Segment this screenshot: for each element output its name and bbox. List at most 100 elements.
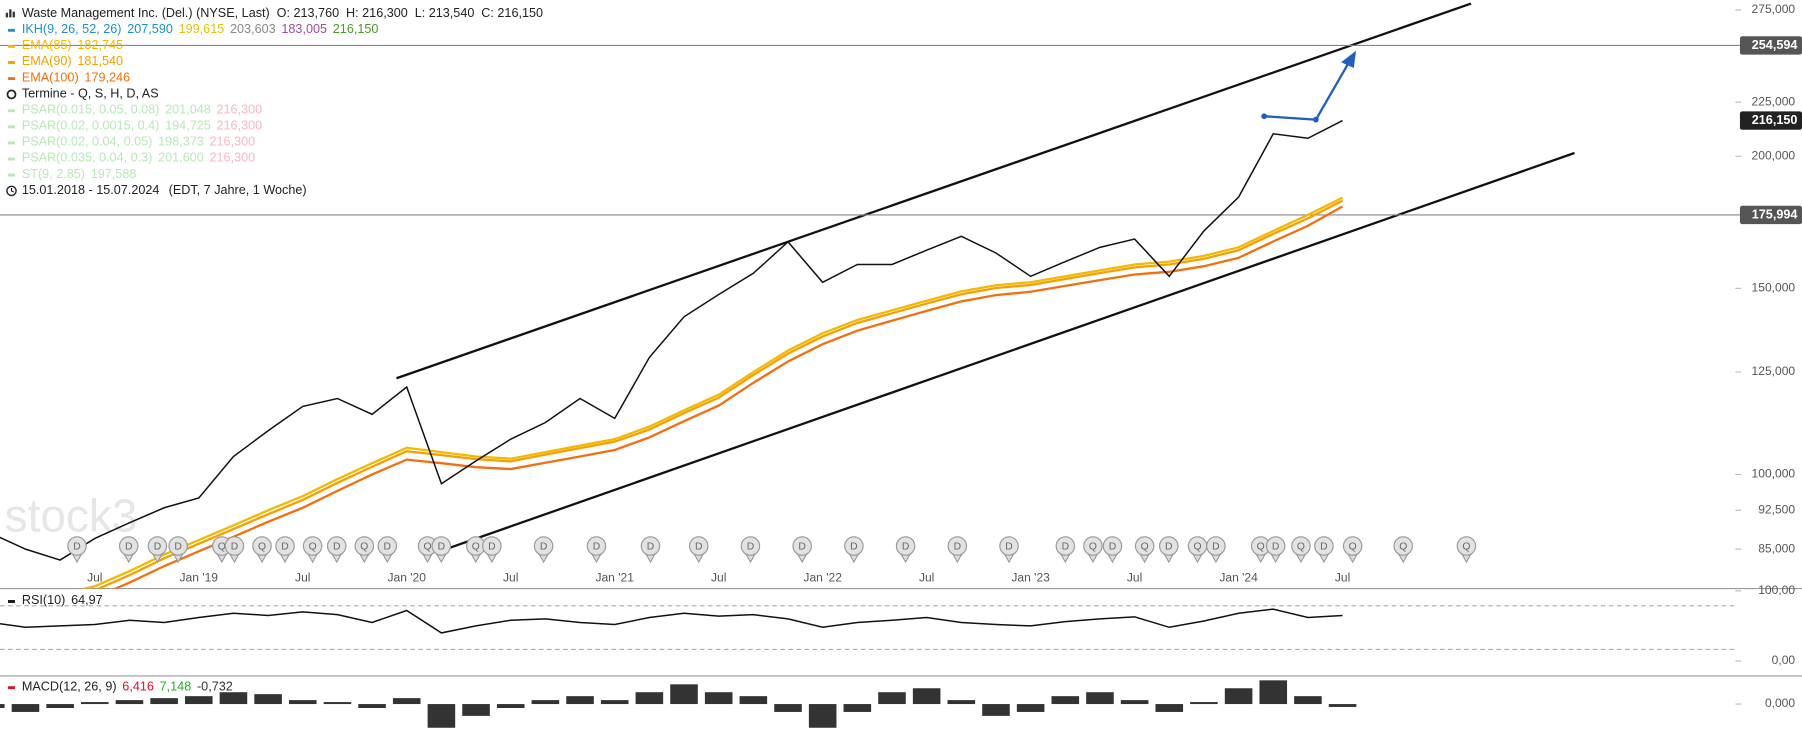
event-pin (302, 536, 323, 556)
legend-entry: PSAR(0.02, 0.04, 0.05) 198,373 216,300 (22, 135, 255, 149)
title-text: Waste Management Inc. (Del.) (NYSE, Last… (22, 6, 270, 20)
event-pin (844, 536, 864, 556)
legend-name: Termine - Q, S, H, D, AS (22, 87, 159, 101)
legend-entry: EMA(90) 181,540 (22, 55, 123, 69)
event-label: Q (309, 541, 317, 552)
legend-value: 197,588 (91, 167, 137, 181)
legend-value: 216,300 (217, 103, 263, 117)
plot-layer: 85,000 92,500 100,000 125,000 150,000 200,000… (0, 2, 1802, 728)
histogram-bar (392, 698, 421, 705)
legend-name: PSAR(0.02, 0.0015, 0.4) (22, 119, 160, 133)
histogram-bar (566, 696, 594, 705)
histogram-bar (1155, 704, 1184, 712)
event-label: D (1005, 541, 1012, 552)
event-label: D (231, 541, 238, 552)
histogram-bar (808, 704, 837, 728)
legend-value: 198,373 (158, 135, 204, 149)
event-pin (792, 536, 812, 556)
histogram-bar (670, 684, 698, 705)
panel-name: RSI(10) (22, 594, 66, 608)
y-tick-label: 125,000 (1752, 364, 1796, 378)
panel-title: MACD(12, 26, 9) 6,416 7,148 -0,732 (22, 680, 233, 694)
panel-value: 64,97 (71, 594, 103, 608)
projection-arrow (1264, 59, 1352, 121)
event-label: Q (1297, 541, 1305, 552)
price-label-box (1739, 36, 1802, 55)
ohlc-value: C: 216,150 (481, 6, 543, 20)
ema-line (112, 205, 1344, 589)
legend-swatch (8, 600, 15, 603)
histogram-bar (774, 704, 802, 712)
y-tick-label: 0,00 (1772, 653, 1796, 667)
histogram-bar (704, 692, 733, 705)
histogram-bar (11, 704, 40, 712)
legend-swatch (8, 44, 15, 48)
legend-name: IKH(9, 26, 52, 26) (22, 22, 122, 36)
event-label: Q (258, 541, 266, 552)
event-label: D (798, 541, 805, 552)
price-label-box (1739, 111, 1802, 130)
legend-entry: PSAR(0.015, 0.05, 0.08) 201,048 216,300 (22, 103, 262, 117)
legend-value: 207,590 (127, 22, 173, 36)
event-pin (377, 536, 398, 556)
legend-value: 183,005 (281, 22, 327, 36)
event-pin (1159, 536, 1179, 556)
event-pin (275, 536, 295, 556)
histogram-bar (427, 704, 456, 728)
ohlc-value: H: 216,300 (346, 6, 408, 20)
histogram-bar (254, 694, 282, 705)
trend-channel-lower (447, 151, 1575, 550)
legend-swatch (8, 173, 15, 177)
legend-value: 201,048 (165, 103, 211, 117)
histogram-bar (843, 704, 872, 712)
legend-swatch (8, 28, 15, 32)
x-tick-label: Jul (503, 570, 518, 584)
y-tick-label: 0,000 (1765, 696, 1795, 710)
legend-value: 199,615 (179, 22, 225, 36)
x-tick-label: Jul (295, 570, 310, 584)
histogram-bar (635, 692, 664, 705)
ema-line (95, 199, 1344, 589)
event-label: D (125, 541, 132, 552)
panel-title: RSI(10) 64,97 (22, 594, 103, 608)
event-pin (482, 536, 502, 556)
event-pin (168, 536, 188, 556)
event-label: D (488, 541, 495, 552)
title-icon (9, 9, 12, 18)
event-label: D (438, 541, 445, 552)
x-tick-label: Jul (87, 570, 102, 584)
event-pin (640, 536, 661, 556)
event-label: Q (1141, 541, 1149, 552)
event-label: D (384, 541, 391, 552)
histogram-bar (600, 700, 629, 705)
legend-swatch (8, 77, 15, 81)
histogram-bar (323, 702, 352, 705)
legend-entry: EMA(85) 182,745 (22, 38, 123, 52)
event-pin (1083, 536, 1103, 556)
histogram-bar (1224, 688, 1253, 705)
histogram-bar (739, 696, 768, 705)
chart-title: Waste Management Inc. (Del.) (NYSE, Last… (22, 6, 543, 20)
x-tick-label: Jan '21 (595, 570, 634, 584)
event-pin (326, 536, 347, 556)
event-label: D (1165, 541, 1172, 552)
event-pin (533, 536, 554, 556)
event-pin (1206, 536, 1226, 556)
title-icon (12, 11, 15, 18)
event-label: D (902, 541, 909, 552)
histogram-bar (150, 698, 178, 705)
histogram-bar (496, 704, 525, 709)
title-icon (5, 12, 9, 18)
legend-value: 216,300 (210, 151, 256, 165)
event-label: Q (1349, 541, 1357, 552)
event-label: D (540, 541, 547, 552)
histogram-bar (1190, 702, 1218, 705)
histogram-bar (1086, 692, 1114, 705)
histogram-bar (46, 704, 74, 709)
price-label-box (1739, 205, 1802, 225)
anchor-point (1313, 116, 1319, 123)
event-label: D (174, 541, 181, 552)
range: 15.01.2018 - 15.07.2024 (22, 183, 160, 197)
event-label: D (1320, 541, 1327, 552)
date-range: 15.01.2018 - 15.07.2024 (EDT, 7 Jahre, 1 … (22, 183, 307, 197)
